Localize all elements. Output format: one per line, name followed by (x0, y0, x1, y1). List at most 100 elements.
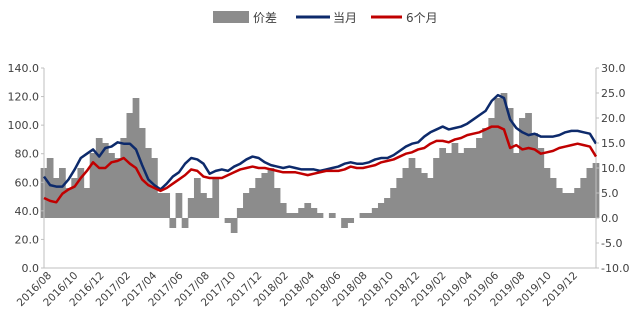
spread-bar (285, 213, 293, 218)
spread-bar (537, 148, 545, 218)
spread-bar (561, 193, 569, 218)
spread-bar (347, 218, 355, 223)
spread-bar (506, 108, 514, 218)
spread-bar (46, 158, 54, 218)
y-axis-left-ticks: 0.0 20.0 40.0 60.0 80.0 100.0 120.0 140.0 (8, 62, 44, 275)
spread-bar (249, 188, 256, 218)
legend-swatch-spread (213, 11, 249, 23)
spread-bar (408, 158, 416, 218)
spread-bar (108, 153, 115, 218)
spread-bar (384, 198, 391, 218)
spread-bar (402, 168, 410, 218)
spread-bar (65, 188, 72, 218)
y-right-tick-label: -10.0 (601, 262, 629, 275)
spread-bar (580, 178, 588, 218)
spread-bar (132, 98, 140, 218)
y-right-tick-label: -5.0 (601, 237, 622, 250)
spread-bar (120, 138, 128, 218)
spread-bar (230, 218, 238, 233)
spread-bar (451, 143, 459, 218)
spread-bar (169, 218, 177, 228)
spread-bar (555, 188, 563, 218)
spread-bar (476, 138, 483, 218)
spread-bar (255, 178, 263, 218)
spread-bar (420, 173, 428, 218)
spread-bar (512, 153, 520, 218)
y-left-tick-label: 40.0 (15, 205, 40, 218)
legend-label-6-month: 6个月 (406, 11, 438, 25)
spread-bar (525, 113, 532, 218)
spread-bar (414, 168, 422, 218)
spread-bar (427, 178, 434, 218)
spread-bar (310, 208, 318, 218)
spread-bar (439, 148, 447, 218)
spread-bar (187, 198, 195, 218)
spread-bar (390, 188, 397, 218)
spread-bar (114, 158, 121, 218)
y-right-tick-label: 20.0 (601, 112, 626, 125)
spread-bar (138, 128, 146, 218)
spread-bar (279, 203, 287, 218)
spread-bar (574, 188, 581, 218)
spread-area-series (40, 93, 600, 233)
line-series-group (42, 93, 598, 204)
spread-bar (365, 213, 373, 218)
y-left-tick-label: 80.0 (15, 148, 40, 161)
spread-bar (71, 178, 79, 218)
spread-bar (83, 188, 91, 218)
spread-bar (200, 193, 207, 218)
spread-bar (261, 173, 269, 218)
six-month-line (43, 125, 598, 204)
spread-bar (433, 158, 440, 218)
spread-bar (500, 93, 508, 218)
y-right-tick-label: 0.0 (601, 212, 619, 225)
spread-bar (95, 138, 103, 218)
spread-bar (531, 133, 539, 218)
spread-bar (488, 118, 496, 218)
y-left-tick-label: 140.0 (8, 62, 40, 75)
spread-bar (568, 193, 575, 218)
spread-bar (316, 213, 324, 218)
spread-bar (224, 218, 232, 223)
spread-bar (463, 148, 471, 218)
y-left-tick-label: 60.0 (15, 176, 40, 189)
x-axis-ticks: 2016/082016/102016/122017/022017/042017/… (15, 269, 580, 309)
spread-bar (175, 193, 183, 218)
spread-bar (52, 178, 60, 218)
legend-label-spread: 价差 (253, 11, 277, 25)
spread-bar (181, 218, 189, 228)
y-right-tick-label: 30.0 (601, 62, 626, 75)
spread-bar (273, 188, 281, 218)
y-left-tick-label: 0.0 (22, 262, 40, 275)
spread-bar (212, 178, 220, 218)
spread-bar (236, 208, 244, 218)
spread-bar (304, 203, 312, 218)
spread-bar (469, 148, 477, 218)
spread-bar (328, 213, 336, 218)
spread-bar (445, 153, 453, 218)
spread-bar (193, 178, 201, 218)
spread-bar (157, 193, 164, 218)
spread-bar (267, 168, 275, 218)
spread-bar (126, 113, 134, 218)
y-right-tick-label: 25.0 (601, 87, 626, 100)
spread-bar (371, 208, 379, 218)
spread-bar (243, 193, 250, 218)
spread-bar (163, 193, 171, 218)
y-axis-right-ticks: -10.0 -5.0 0.0 5.0 10.0 15.0 20.0 25.0 30.0 (596, 62, 629, 275)
y-right-tick-label: 5.0 (601, 187, 619, 200)
y-left-tick-label: 120.0 (8, 91, 40, 104)
spread-bar (586, 168, 594, 218)
spread-bar (77, 168, 85, 218)
spread-bar (298, 208, 305, 218)
spread-bar (543, 168, 551, 218)
spread-bar (457, 153, 465, 218)
y-left-tick-label: 20.0 (15, 233, 40, 246)
spread-bar (396, 178, 404, 218)
spread-bar (519, 118, 526, 218)
spread-bar (377, 203, 385, 218)
spread-bar (206, 198, 213, 218)
spread-bar (341, 218, 348, 228)
y-right-tick-label: 15.0 (601, 137, 626, 150)
